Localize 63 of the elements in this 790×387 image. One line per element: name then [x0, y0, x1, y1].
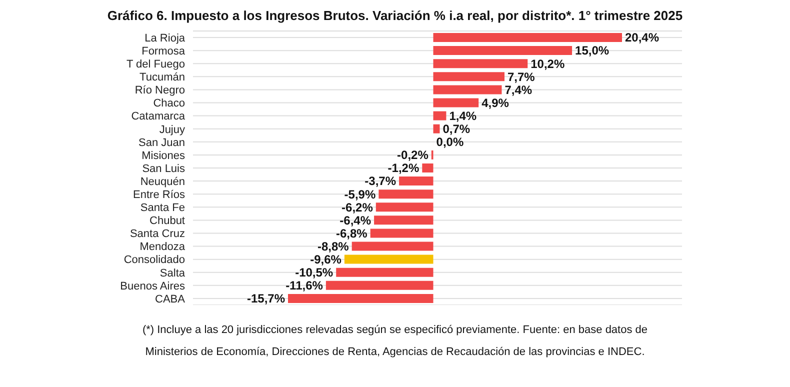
bar [336, 268, 434, 277]
y-tick-label: Santa Fe [140, 202, 185, 214]
y-tick-label: Chubut [150, 215, 185, 228]
bar [399, 176, 434, 186]
chart-title: Gráfico 6. Impuesto a los Ingresos Brutos. Variación % i.a real, por distrito*. 1° trimestre 2025 [106, 8, 684, 23]
y-tick-label: T del Fuego [126, 58, 185, 71]
data-label: 7,7% [508, 70, 536, 84]
data-label: -10,5% [295, 266, 334, 280]
data-label: -5,9% [344, 187, 376, 202]
y-tick-label: CABA [155, 293, 186, 306]
y-tick-label: Buenos Aires [120, 280, 186, 292]
y-tick-label: Consolidado [124, 254, 185, 266]
data-label: 1,4% [449, 108, 477, 123]
y-tick-label: Santa Cruz [130, 228, 185, 240]
y-tick-label: San Luis [142, 162, 186, 175]
data-label: -8,8% [317, 239, 350, 254]
bar [422, 163, 434, 172]
y-tick-label: Tucumán [140, 72, 185, 84]
y-tick-label: Chaco [153, 98, 185, 110]
data-label: -6,4% [340, 213, 372, 228]
data-label: 20,4% [625, 30, 660, 45]
data-label: -9,6% [310, 252, 342, 267]
y-tick-label: Formosa [142, 45, 186, 58]
data-label: 4,9% [482, 96, 510, 110]
data-label: 0,0% [436, 135, 464, 150]
y-tick-label: Entre Ríos [133, 189, 186, 201]
y-tick-label: Catamarca [131, 110, 186, 123]
bar [326, 280, 434, 290]
bar [433, 85, 502, 94]
bar [433, 111, 446, 120]
data-label: -1,2% [388, 161, 420, 176]
bar [370, 228, 434, 238]
y-tick-label: Misiones [142, 150, 186, 162]
bar [433, 124, 440, 134]
data-label: 0,7% [442, 122, 470, 136]
data-label: 15,0% [575, 44, 610, 58]
bar [433, 59, 528, 68]
data-label: -15,7% [246, 292, 286, 306]
data-label: -6,2% [342, 200, 374, 214]
data-label: -0,2% [397, 148, 429, 162]
y-tick-label: Salta [160, 267, 186, 280]
bar [378, 190, 434, 199]
data-label: -6,8% [336, 226, 368, 240]
data-label: 10,2% [530, 56, 565, 71]
bar [433, 98, 479, 108]
bar [433, 72, 504, 82]
data-label: -3,7% [364, 174, 396, 188]
y-tick-label: Mendoza [140, 241, 186, 254]
bar [352, 242, 434, 251]
y-tick-label: La Rioja [144, 32, 186, 44]
data-label: -11,6% [286, 278, 324, 293]
y-tick-label: San Juan [138, 136, 185, 149]
text: (*) Incluye a las 20 jurisdicciones relevadas según se especificó previamente. Fuente: en base datos de Ministerios de Economía, Direcciones de Renta, Agencias de Recaudación de las provincias e INDEC. [141, 323, 649, 360]
data-label: 7,4% [504, 82, 532, 97]
bar [288, 294, 434, 303]
bar [376, 202, 434, 212]
bar [344, 254, 434, 264]
bar [374, 216, 434, 225]
bar [433, 33, 622, 42]
y-tick-label: Río Negro [134, 84, 185, 97]
y-tick-label: Neuquén [140, 176, 185, 188]
bar [433, 46, 572, 56]
y-tick-label: Jujuy [159, 124, 186, 136]
